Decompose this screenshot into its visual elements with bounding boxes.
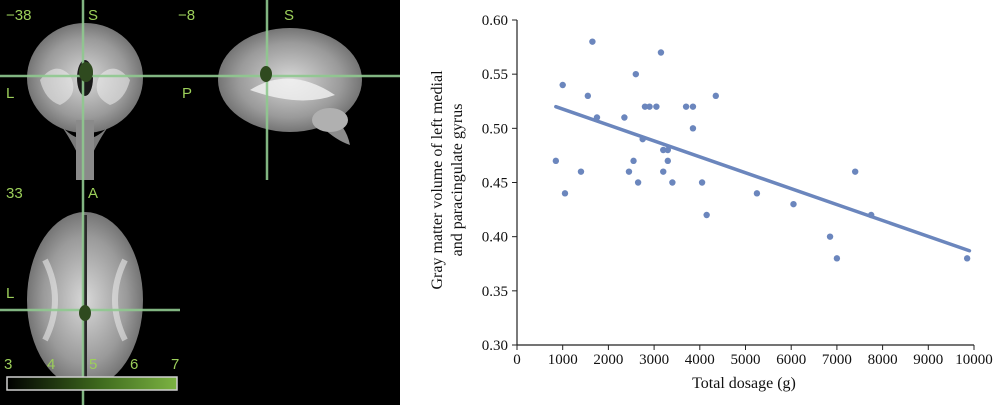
x-tick-label: 6000 (776, 352, 806, 368)
data-point (689, 125, 697, 132)
sagittal-coord: −8 (178, 7, 195, 24)
x-tick-label: 9000 (913, 352, 943, 368)
x-tick-label: 1000 (548, 352, 578, 368)
x-tick-label: 4000 (685, 352, 715, 368)
data-point (833, 255, 841, 262)
data-point (584, 92, 592, 100)
y-axis-label-line-2: and paracingulate gyrus (449, 104, 466, 257)
data-point (552, 157, 560, 165)
y-tick-label: 0.40 (482, 230, 508, 246)
data-point (698, 179, 706, 186)
data-point (559, 81, 566, 89)
x-tick-label: 8000 (868, 352, 898, 368)
data-point (753, 190, 761, 197)
x-tick-label: 2000 (593, 352, 623, 368)
y-ticks: 0.30 0.35 0.40 0.45 0.50 0.55 0.60 (482, 13, 517, 354)
data-point (561, 190, 569, 197)
y-tick-label: 0.35 (482, 284, 508, 300)
colorbar-tick: 6 (130, 356, 138, 373)
axial-top-label: A (88, 185, 98, 202)
colorbar: 3 4 5 6 7 (4, 356, 179, 391)
coronal-slice (27, 23, 143, 180)
x-axis-label: Total dosage (g) (692, 375, 796, 392)
axes (516, 20, 974, 346)
x-tick-label: 3000 (639, 352, 669, 368)
y-tick-label: 0.50 (482, 121, 508, 137)
data-point (630, 157, 637, 165)
data-point (632, 70, 640, 78)
y-axis-label-line-1: Gray matter volume of left medial (429, 70, 446, 290)
x-tick-label: 10000 (955, 352, 993, 368)
scatter-chart: Gray matter volume of left medial and pa… (429, 13, 993, 392)
data-point (660, 168, 667, 175)
brain-image-panel: −38 S L −8 S P 33 A L 3 4 5 6 7 (0, 0, 400, 405)
coronal-left-label: L (6, 85, 14, 102)
data-point (963, 255, 971, 262)
x-tick-label: 7000 (822, 352, 852, 368)
data-point (826, 233, 834, 240)
coronal-cluster (79, 62, 93, 82)
coronal-coord: −38 (6, 7, 31, 24)
y-tick-label: 0.30 (482, 338, 508, 354)
sagittal-top-label: S (284, 7, 294, 24)
colorbar-tick: 4 (47, 356, 55, 373)
axial-slice (27, 212, 143, 388)
x-tick-label: 0 (513, 352, 521, 368)
x-tick-label: 5000 (731, 352, 761, 368)
sagittal-left-label: P (182, 85, 192, 102)
data-point (634, 179, 642, 186)
colorbar-tick: 7 (171, 356, 179, 373)
y-tick-label: 0.55 (482, 67, 508, 83)
regression-line-path (554, 104, 972, 253)
data-points (552, 38, 971, 262)
data-point (790, 200, 797, 208)
axial-cluster (79, 305, 91, 321)
x-ticks: 0 1000 2000 3000 4000 5000 6000 7000 8000 9000 100… (513, 345, 993, 368)
data-point (589, 38, 596, 45)
axial-left-label: L (6, 285, 14, 302)
data-point (653, 103, 660, 110)
data-point (664, 157, 672, 165)
data-point (712, 92, 719, 100)
data-point (625, 168, 633, 175)
sagittal-cluster (260, 66, 272, 82)
coronal-top-label: S (88, 7, 98, 24)
data-point (621, 114, 628, 121)
data-point (664, 146, 672, 154)
colorbar-gradient (6, 376, 178, 391)
colorbar-tick: 5 (89, 356, 97, 373)
data-point (851, 168, 859, 175)
y-axis-label: Gray matter volume of left medial and pa… (429, 70, 466, 290)
axial-coord: 33 (6, 185, 23, 202)
y-tick-label: 0.60 (482, 13, 508, 29)
sagittal-slice (218, 28, 362, 145)
data-point (669, 179, 676, 186)
data-point (646, 103, 653, 110)
colorbar-tick: 3 (4, 356, 12, 373)
data-point (577, 168, 585, 175)
data-point (703, 211, 710, 219)
data-point (657, 49, 665, 56)
data-point (641, 103, 649, 110)
regression-line (554, 104, 972, 253)
y-tick-label: 0.45 (482, 176, 508, 192)
data-point (689, 103, 697, 110)
data-point (660, 146, 667, 154)
data-point (682, 103, 690, 110)
